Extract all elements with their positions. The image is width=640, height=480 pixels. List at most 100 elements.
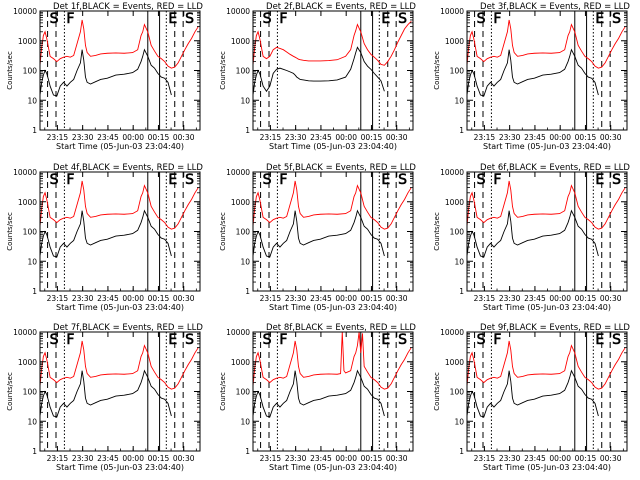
y-tick-label: 1	[32, 126, 37, 135]
marker-label-s: S	[477, 172, 486, 188]
y-tick-label: 10	[454, 96, 464, 105]
x-tick-label: 00:15	[361, 294, 383, 303]
marker-label-f: F	[66, 172, 74, 188]
marker-label-s: S	[398, 172, 407, 188]
marker-label-s: S	[612, 172, 621, 188]
x-tick-label: 00:30	[386, 294, 408, 303]
marker-label-s: S	[185, 332, 194, 348]
y-tick-label: 100	[236, 228, 251, 237]
marker-label-e: E	[168, 332, 177, 348]
y-tick-label: 100	[23, 228, 38, 237]
series-line-events	[467, 369, 599, 418]
y-tick-label: 10000	[440, 7, 464, 16]
y-tick-label: 1000	[231, 37, 250, 46]
chart-title: Det 3f,BLACK = Events, RED = LLD	[480, 2, 630, 12]
y-tick-label: 1000	[231, 358, 250, 367]
marker-label-s: S	[612, 11, 621, 27]
x-tick-label: 23:15	[260, 133, 282, 142]
x-tick-label: 00:15	[361, 454, 383, 463]
marker-label-s: S	[50, 332, 59, 348]
y-tick-label: 1000	[445, 37, 464, 46]
marker-label-s: S	[50, 172, 59, 188]
y-tick-label: 100	[450, 228, 465, 237]
x-tick-label: 00:15	[361, 133, 383, 142]
y-tick-label: 10000	[13, 168, 37, 177]
y-tick-label: 100	[236, 67, 251, 76]
series-line-lld	[40, 19, 199, 69]
marker-label-e: E	[595, 11, 604, 27]
marker-label-e: E	[381, 332, 390, 348]
y-tick-label: 10000	[440, 168, 464, 177]
marker-label-f: F	[279, 172, 287, 188]
x-tick-label: 00:00	[122, 133, 144, 142]
x-tick-label: 23:15	[474, 133, 496, 142]
y-tick-label: 1	[32, 287, 37, 296]
series-line-events	[253, 369, 385, 418]
x-tick-label: 00:15	[575, 454, 597, 463]
x-tick-label: 23:45	[97, 454, 119, 463]
marker-label-s: S	[398, 11, 407, 27]
x-tick-label: 00:15	[148, 133, 170, 142]
series-line-lld	[40, 340, 199, 390]
y-tick-label: 1	[459, 447, 464, 456]
marker-label-f: F	[493, 332, 501, 348]
x-tick-label: 23:15	[47, 133, 69, 142]
series-line-lld	[40, 180, 199, 230]
x-tick-label: 23:30	[72, 133, 94, 142]
marker-label-s: S	[50, 11, 59, 27]
y-tick-label: 1000	[445, 358, 464, 367]
marker-label-f: F	[66, 11, 74, 27]
marker-label-s: S	[185, 172, 194, 188]
x-tick-label: 00:00	[122, 454, 144, 463]
x-axis-label: Start Time (05-Jun-03 23:04:40)	[56, 303, 184, 312]
x-axis-label: Start Time (05-Jun-03 23:04:40)	[483, 142, 611, 151]
chart-title: Det 6f,BLACK = Events, RED = LLD	[480, 163, 630, 173]
marker-label-f: F	[493, 11, 501, 27]
y-axis-label: Counts/sec	[433, 372, 441, 411]
marker-label-f: F	[279, 332, 287, 348]
y-axis-label: Counts/sec	[6, 372, 14, 411]
x-axis-label: Start Time (05-Jun-03 23:04:40)	[269, 303, 397, 312]
series-line-events	[40, 48, 172, 97]
x-axis-label: Start Time (05-Jun-03 23:04:40)	[56, 463, 184, 472]
x-tick-label: 23:45	[310, 294, 332, 303]
marker-label-e: E	[595, 332, 604, 348]
y-axis-label: Counts/sec	[6, 212, 14, 251]
series-line-lld	[467, 19, 626, 69]
y-tick-label: 100	[23, 67, 38, 76]
series-line-events	[467, 48, 599, 97]
series-line-events	[253, 46, 385, 96]
x-tick-label: 23:30	[72, 454, 94, 463]
y-tick-label: 100	[450, 388, 465, 397]
x-axis-label: Start Time (05-Jun-03 23:04:40)	[483, 463, 611, 472]
x-tick-label: 00:30	[386, 454, 408, 463]
x-tick-label: 23:15	[47, 294, 69, 303]
x-tick-label: 00:00	[122, 294, 144, 303]
y-tick-label: 10	[27, 257, 37, 266]
marker-label-s: S	[477, 332, 486, 348]
y-tick-label: 10000	[226, 168, 250, 177]
x-tick-label: 23:30	[285, 133, 307, 142]
x-tick-label: 23:30	[499, 454, 521, 463]
x-tick-label: 00:15	[575, 294, 597, 303]
chart-title: Det 8f,BLACK = Events, RED = LLD	[266, 323, 416, 333]
x-tick-label: 00:00	[335, 454, 357, 463]
marker-label-f: F	[66, 332, 74, 348]
series-line-events	[253, 209, 385, 258]
y-tick-label: 1	[245, 447, 250, 456]
y-tick-label: 1	[459, 126, 464, 135]
marker-label-f: F	[279, 11, 287, 27]
chart-title: Det 7f,BLACK = Events, RED = LLD	[53, 323, 203, 333]
y-axis-label: Counts/sec	[219, 51, 227, 90]
x-tick-label: 23:45	[97, 294, 119, 303]
marker-label-s: S	[398, 332, 407, 348]
y-axis-label: Counts/sec	[433, 51, 441, 90]
x-tick-label: 23:30	[285, 294, 307, 303]
